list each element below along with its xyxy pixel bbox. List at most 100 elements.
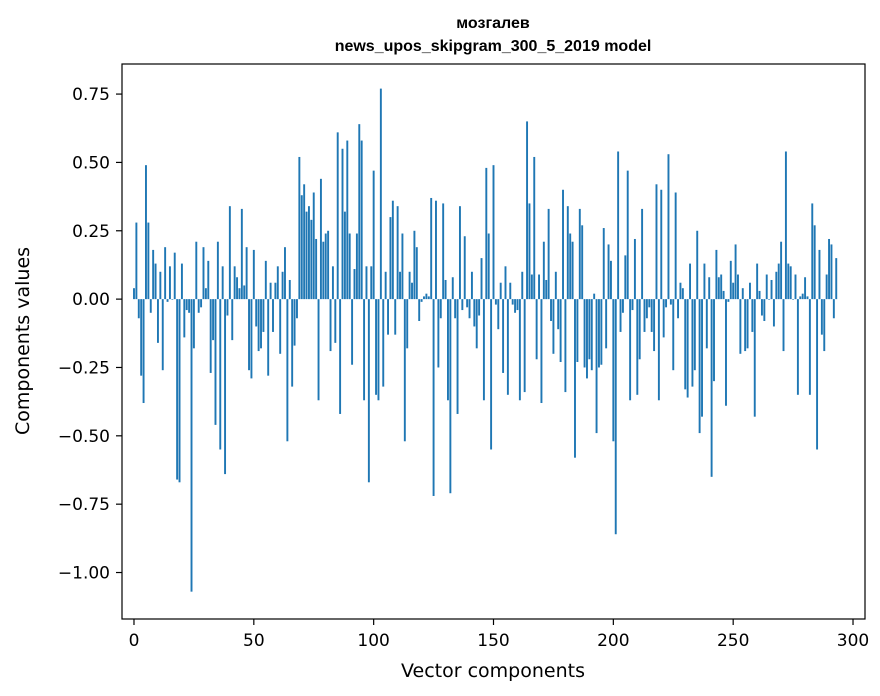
bar-component-55 [264, 260, 267, 300]
bar-component-256 [746, 299, 749, 349]
bar-component-123 [427, 296, 430, 300]
bar-component-205 [624, 255, 627, 300]
bar-component-189 [586, 299, 588, 379]
bar-component-195 [600, 299, 603, 365]
bar-component-221 [662, 299, 665, 338]
bar-component-128 [439, 299, 442, 319]
bar-component-213 [643, 299, 646, 332]
bar-component-63 [284, 247, 286, 300]
bar-component-272 [784, 151, 787, 300]
bar-component-210 [636, 299, 639, 395]
bar-component-279 [801, 293, 804, 300]
bar-component-48 [248, 299, 250, 371]
bar-component-280 [804, 277, 807, 300]
bar-component-99 [370, 266, 373, 300]
bar-component-89 [346, 140, 349, 300]
bar-component-79 [322, 241, 325, 300]
bar-component-254 [741, 288, 744, 300]
bar-component-14 [166, 299, 169, 302]
bar-component-215 [648, 299, 651, 308]
bar-component-101 [375, 299, 378, 395]
bar-component-87 [341, 148, 344, 300]
bar-component-7 [149, 299, 152, 313]
bar-component-176 [554, 271, 557, 300]
bar-component-28 [200, 299, 203, 308]
bar-component-284 [813, 225, 816, 300]
bar-component-84 [334, 299, 337, 343]
bar-component-278 [799, 296, 802, 300]
y-axis-label: Components values [12, 247, 34, 435]
bar-component-34 [214, 299, 217, 425]
bar-component-155 [504, 266, 507, 300]
bar-component-92 [353, 269, 356, 300]
x-tick-label: 100 [357, 631, 389, 651]
bar-component-64 [286, 299, 289, 442]
bar-component-201 [614, 299, 617, 535]
bar-component-12 [161, 299, 164, 371]
bar-component-23 [188, 299, 191, 313]
bar-component-137 [461, 299, 464, 311]
bar-component-218 [655, 184, 658, 300]
bar-component-127 [437, 299, 440, 368]
bar-component-257 [749, 282, 751, 300]
bar-component-16 [171, 299, 174, 300]
bar-component-135 [456, 299, 459, 414]
bar-component-207 [629, 299, 632, 401]
bar-component-141 [470, 271, 473, 300]
bar-component-37 [221, 266, 224, 300]
bar-component-25 [192, 299, 195, 349]
bar-component-56 [267, 299, 270, 376]
bar-component-286 [818, 249, 821, 300]
bar-component-226 [674, 192, 677, 300]
bar-component-233 [691, 299, 694, 387]
bar-component-237 [701, 299, 703, 417]
bar-component-264 [765, 274, 768, 300]
bar-component-125 [432, 299, 435, 496]
bar-component-159 [514, 299, 517, 313]
bar-component-11 [159, 271, 162, 300]
bar-component-188 [583, 299, 586, 368]
bar-component-230 [684, 299, 687, 390]
bar-component-196 [602, 228, 605, 300]
bar-component-220 [660, 189, 663, 300]
bar-component-10 [156, 299, 159, 343]
bar-component-291 [830, 244, 833, 300]
bar-component-109 [394, 299, 397, 335]
y-tick-label: 0.00 [72, 290, 110, 310]
bar-component-42 [233, 266, 236, 300]
bar-component-144 [478, 299, 481, 316]
bar-component-107 [389, 217, 392, 300]
bar-component-70 [300, 195, 303, 300]
bar-component-122 [425, 293, 428, 300]
bar-component-53 [260, 299, 262, 349]
bar-component-156 [506, 299, 509, 395]
bar-component-277 [796, 299, 799, 395]
bar-component-129 [442, 203, 445, 300]
bar-component-260 [756, 263, 759, 300]
bar-component-167 [533, 156, 536, 300]
bar-component-224 [669, 299, 672, 305]
bar-component-35 [216, 241, 219, 300]
y-tick-label: 0.50 [72, 153, 110, 173]
bar-component-47 [245, 247, 248, 300]
bar-component-253 [739, 299, 742, 354]
bar-component-198 [607, 244, 610, 300]
bar-component-283 [811, 203, 814, 300]
bar-component-102 [377, 299, 380, 401]
bars-group [133, 88, 838, 592]
bar-component-40 [228, 206, 231, 300]
bar-component-236 [698, 299, 701, 434]
bar-component-171 [542, 241, 545, 300]
bar-component-43 [236, 277, 239, 300]
bar-component-262 [760, 299, 763, 316]
bar-component-44 [238, 288, 241, 300]
bar-component-192 [593, 293, 596, 300]
bar-component-100 [372, 170, 375, 300]
bar-component-245 [720, 274, 723, 300]
bar-component-211 [638, 299, 641, 360]
bar-component-41 [231, 299, 234, 341]
bar-component-2 [137, 299, 140, 319]
bar-component-46 [243, 285, 246, 300]
bar-component-116 [411, 282, 413, 300]
bar-component-83 [331, 266, 334, 300]
